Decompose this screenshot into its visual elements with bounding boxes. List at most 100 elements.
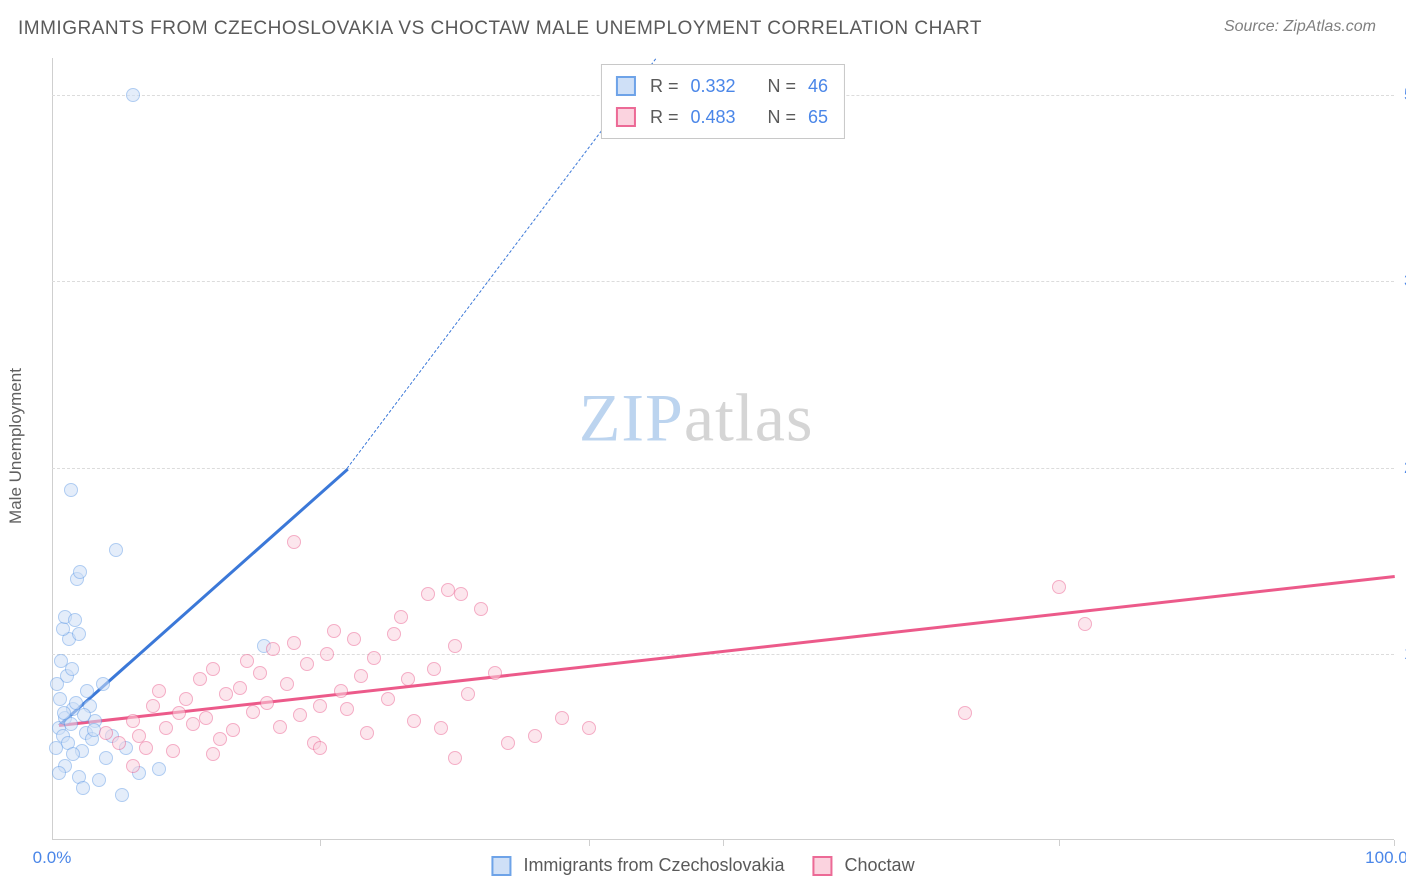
legend-n-value: 65 [808,102,828,133]
data-point-choctaw [253,666,267,680]
data-point-choctaw [186,717,200,731]
x-tick-mark [723,840,724,846]
data-point-czechoslovakia [80,684,94,698]
legend-r-label: R = [650,102,679,133]
y-axis-label: Male Unemployment [6,368,26,524]
x-tick-mark [1394,840,1395,846]
data-point-choctaw [199,711,213,725]
data-point-choctaw [240,654,254,668]
data-point-czechoslovakia [96,677,110,691]
data-point-choctaw [139,741,153,755]
data-point-choctaw [381,692,395,706]
data-point-choctaw [213,732,227,746]
legend-item-choctaw: Choctaw [813,855,915,876]
data-point-choctaw [354,669,368,683]
data-point-choctaw [347,632,361,646]
data-point-choctaw [320,647,334,661]
data-point-czechoslovakia [52,766,66,780]
data-point-choctaw [454,587,468,601]
data-point-choctaw [1052,580,1066,594]
x-tick-label: 100.0% [1365,848,1406,868]
legend-swatch [813,856,833,876]
data-point-czechoslovakia [68,613,82,627]
data-point-choctaw [313,741,327,755]
gridline-h [52,468,1394,469]
data-point-choctaw [441,583,455,597]
data-point-choctaw [287,636,301,650]
data-point-choctaw [146,699,160,713]
data-point-choctaw [152,684,166,698]
legend-r-value: 0.332 [690,71,735,102]
x-tick-mark [320,840,321,846]
data-point-choctaw [360,726,374,740]
data-point-choctaw [172,706,186,720]
data-point-czechoslovakia [152,762,166,776]
data-point-choctaw [448,751,462,765]
legend-item-czechoslovakia: Immigrants from Czechoslovakia [491,855,784,876]
gridline-h [52,654,1394,655]
data-point-choctaw [233,681,247,695]
data-point-choctaw [126,714,140,728]
data-point-choctaw [427,662,441,676]
data-point-czechoslovakia [56,622,70,636]
data-point-choctaw [1078,617,1092,631]
data-point-choctaw [421,587,435,601]
data-point-choctaw [474,602,488,616]
data-point-choctaw [246,705,260,719]
data-point-choctaw [407,714,421,728]
data-point-choctaw [313,699,327,713]
data-point-choctaw [219,687,233,701]
data-point-choctaw [528,729,542,743]
data-point-choctaw [582,721,596,735]
legend-bottom: Immigrants from Czechoslovakia Choctaw [491,855,914,876]
legend-swatch [616,76,636,96]
data-point-choctaw [260,696,274,710]
data-point-choctaw [555,711,569,725]
data-point-czechoslovakia [77,708,91,722]
x-tick-mark [589,840,590,846]
data-point-choctaw [126,759,140,773]
data-point-choctaw [401,672,415,686]
source-attribution: Source: ZipAtlas.com [1224,18,1376,36]
data-point-czechoslovakia [73,565,87,579]
data-point-choctaw [280,677,294,691]
data-point-czechoslovakia [76,781,90,795]
watermark: ZIPatlas [579,378,814,457]
watermark-atlas: atlas [684,379,814,455]
data-point-czechoslovakia [72,627,86,641]
data-point-czechoslovakia [53,692,67,706]
data-point-choctaw [394,610,408,624]
data-point-czechoslovakia [65,662,79,676]
chart-area: ZIPatlas 12.5%25.0%37.5%50.0%0.0%100.0%R… [52,58,1394,840]
data-point-czechoslovakia [109,543,123,557]
data-point-choctaw [293,708,307,722]
legend-swatch [491,856,511,876]
data-point-choctaw [461,687,475,701]
data-point-czechoslovakia [57,706,71,720]
data-point-czechoslovakia [126,88,140,102]
legend-n-label: N = [768,71,797,102]
data-point-choctaw [958,706,972,720]
data-point-czechoslovakia [92,773,106,787]
data-point-choctaw [226,723,240,737]
data-point-czechoslovakia [66,747,80,761]
data-point-choctaw [99,726,113,740]
legend-n-label: N = [768,102,797,133]
data-point-czechoslovakia [99,751,113,765]
legend-r-label: R = [650,71,679,102]
data-point-choctaw [300,657,314,671]
data-point-choctaw [488,666,502,680]
data-point-choctaw [159,721,173,735]
page-title: IMMIGRANTS FROM CZECHOSLOVAKIA VS CHOCTA… [18,18,982,40]
legend-label: Immigrants from Czechoslovakia [523,855,784,876]
data-point-choctaw [266,642,280,656]
legend-label: Choctaw [845,855,915,876]
gridline-h [52,281,1394,282]
data-point-choctaw [166,744,180,758]
data-point-choctaw [179,692,193,706]
data-point-choctaw [501,736,515,750]
data-point-choctaw [206,747,220,761]
data-point-choctaw [193,672,207,686]
data-point-choctaw [340,702,354,716]
watermark-zip: ZIP [579,379,684,455]
